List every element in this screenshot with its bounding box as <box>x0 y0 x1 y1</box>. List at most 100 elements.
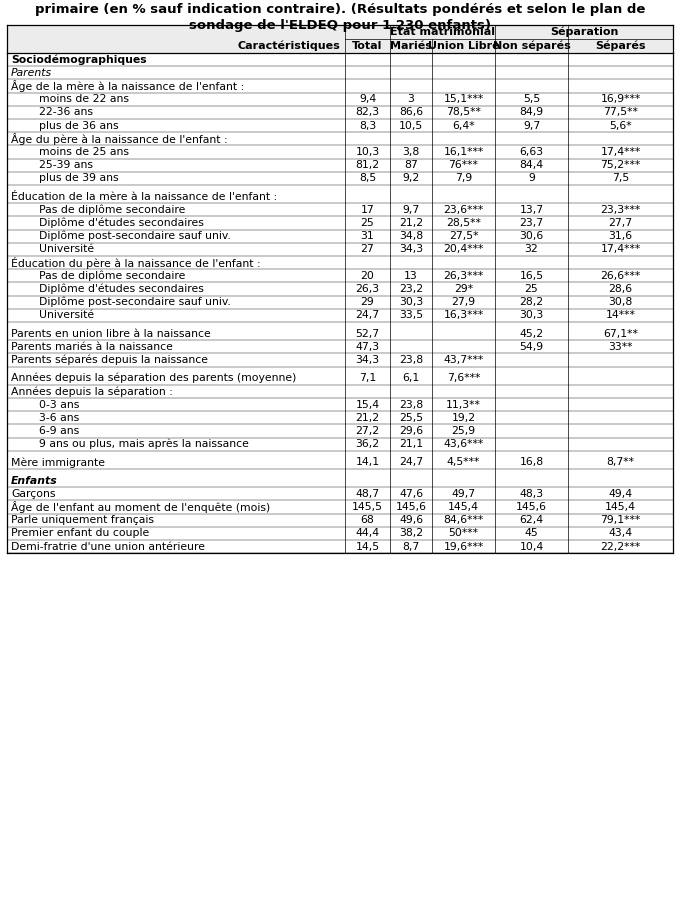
Text: 26,6***: 26,6*** <box>600 271 641 281</box>
Text: Éducation de la mère à la naissance de l'enfant :: Éducation de la mère à la naissance de l… <box>11 192 277 202</box>
Text: 15,1***: 15,1*** <box>443 94 483 104</box>
Text: 30,3: 30,3 <box>520 310 543 320</box>
Text: Université: Université <box>39 244 94 254</box>
Text: 22-36 ans: 22-36 ans <box>39 108 93 118</box>
Text: 9: 9 <box>528 174 535 184</box>
Text: 29*: 29* <box>454 284 473 294</box>
Text: Caractéristiques: Caractéristiques <box>237 41 340 52</box>
Text: Parents mariés à la naissance: Parents mariés à la naissance <box>11 342 173 352</box>
Text: 27,7: 27,7 <box>609 218 632 228</box>
Text: Union Libre: Union Libre <box>428 41 499 51</box>
Text: 44,4: 44,4 <box>356 529 379 538</box>
Text: 23,8: 23,8 <box>399 400 423 410</box>
Text: 23,8: 23,8 <box>399 355 423 365</box>
Text: 26,3: 26,3 <box>356 284 379 294</box>
Text: 20: 20 <box>360 271 375 281</box>
Text: 17: 17 <box>360 205 375 214</box>
Text: 29: 29 <box>360 297 375 307</box>
Text: Parents en union libre à la naissance: Parents en union libre à la naissance <box>11 329 211 338</box>
Text: 77,5**: 77,5** <box>603 108 638 118</box>
Text: 14,1: 14,1 <box>356 457 379 467</box>
Text: Diplôme d'études secondaires: Diplôme d'études secondaires <box>39 284 204 294</box>
Text: 10,5: 10,5 <box>399 120 423 130</box>
Bar <box>7 25 673 53</box>
Text: 30,6: 30,6 <box>520 231 543 242</box>
Text: 49,6: 49,6 <box>399 515 423 525</box>
Text: 29,6: 29,6 <box>399 426 423 436</box>
Text: 25-39 ans: 25-39 ans <box>39 160 93 170</box>
Text: 8,5: 8,5 <box>359 174 376 184</box>
Text: 6,1: 6,1 <box>403 373 420 383</box>
Text: 16,5: 16,5 <box>520 271 543 281</box>
Text: 16,8: 16,8 <box>520 457 543 467</box>
Text: Diplôme post-secondaire sauf univ.: Diplôme post-secondaire sauf univ. <box>39 231 231 242</box>
Text: 6,63: 6,63 <box>520 147 543 157</box>
Text: sondage de l'ELDEQ pour 1 230 enfants): sondage de l'ELDEQ pour 1 230 enfants) <box>189 19 491 32</box>
Text: 50***: 50*** <box>449 529 479 538</box>
Text: plus de 36 ans: plus de 36 ans <box>39 120 118 130</box>
Text: Parle uniquement français: Parle uniquement français <box>11 515 154 525</box>
Text: Premier enfant du couple: Premier enfant du couple <box>11 529 149 538</box>
Text: 9,2: 9,2 <box>403 174 420 184</box>
Text: 30,3: 30,3 <box>399 297 423 307</box>
Text: 14***: 14*** <box>606 310 635 320</box>
Text: 68: 68 <box>360 515 375 525</box>
Text: Diplôme post-secondaire sauf univ.: Diplôme post-secondaire sauf univ. <box>39 297 231 308</box>
Text: 23,6***: 23,6*** <box>443 205 483 214</box>
Text: Université: Université <box>39 310 94 320</box>
Text: 17,4***: 17,4*** <box>600 244 641 254</box>
Text: 21,2: 21,2 <box>399 218 423 228</box>
Text: Pas de diplôme secondaire: Pas de diplôme secondaire <box>39 205 186 215</box>
Text: 7,1: 7,1 <box>359 373 376 383</box>
Text: 45,2: 45,2 <box>520 329 543 338</box>
Text: 38,2: 38,2 <box>399 529 423 538</box>
Text: Mère immigrante: Mère immigrante <box>11 457 105 468</box>
Text: Non séparés: Non séparés <box>492 41 571 52</box>
Text: Total: Total <box>352 41 383 51</box>
Text: 3,8: 3,8 <box>403 147 420 157</box>
Text: 8,3: 8,3 <box>359 120 376 130</box>
Text: 145,5: 145,5 <box>352 502 383 512</box>
Text: 145,4: 145,4 <box>448 502 479 512</box>
Text: 145,6: 145,6 <box>516 502 547 512</box>
Text: Séparation: Séparation <box>550 27 618 37</box>
Text: 25: 25 <box>360 218 375 228</box>
Text: 145,4: 145,4 <box>605 502 636 512</box>
Text: 31: 31 <box>360 231 375 242</box>
Text: 32: 32 <box>525 244 539 254</box>
Text: Mariés: Mariés <box>390 41 432 51</box>
Text: moins de 22 ans: moins de 22 ans <box>39 94 129 104</box>
Text: 16,3***: 16,3*** <box>443 310 483 320</box>
Text: 87: 87 <box>404 160 418 170</box>
Text: Âge du père à la naissance de l'enfant :: Âge du père à la naissance de l'enfant : <box>11 133 228 145</box>
Text: 75,2***: 75,2*** <box>600 160 641 170</box>
Text: 24,7: 24,7 <box>356 310 379 320</box>
Text: Pas de diplôme secondaire: Pas de diplôme secondaire <box>39 271 186 281</box>
Text: Années depuis la séparation :: Années depuis la séparation : <box>11 386 173 396</box>
Text: Séparés: Séparés <box>595 41 646 52</box>
Text: 6-9 ans: 6-9 ans <box>39 426 80 436</box>
Text: Âge de la mère à la naissance de l'enfant :: Âge de la mère à la naissance de l'enfan… <box>11 80 244 92</box>
Text: 82,3: 82,3 <box>356 108 379 118</box>
Text: 49,7: 49,7 <box>452 489 475 499</box>
Text: 76***: 76*** <box>449 160 479 170</box>
Text: 34,8: 34,8 <box>399 231 423 242</box>
Text: 20,4***: 20,4*** <box>443 244 483 254</box>
Text: Parents: Parents <box>11 68 52 78</box>
Text: 7,9: 7,9 <box>455 174 472 184</box>
Text: 43,6***: 43,6*** <box>443 439 483 449</box>
Text: 62,4: 62,4 <box>520 515 543 525</box>
Text: 9,7: 9,7 <box>523 120 540 130</box>
Text: 8,7**: 8,7** <box>607 457 634 467</box>
Text: 84,4: 84,4 <box>520 160 543 170</box>
Text: primaire (en % sauf indication contraire). (Résultats pondérés et selon le plan : primaire (en % sauf indication contraire… <box>35 3 645 16</box>
Text: Parents séparés depuis la naissance: Parents séparés depuis la naissance <box>11 355 208 366</box>
Text: 86,6: 86,6 <box>399 108 423 118</box>
Text: 48,3: 48,3 <box>520 489 543 499</box>
Text: 84,9: 84,9 <box>520 108 543 118</box>
Text: 52,7: 52,7 <box>356 329 379 338</box>
Text: 19,2: 19,2 <box>452 413 475 423</box>
Text: 43,7***: 43,7*** <box>443 355 483 365</box>
Text: 27,5*: 27,5* <box>449 231 478 242</box>
Text: 16,9***: 16,9*** <box>600 94 641 104</box>
